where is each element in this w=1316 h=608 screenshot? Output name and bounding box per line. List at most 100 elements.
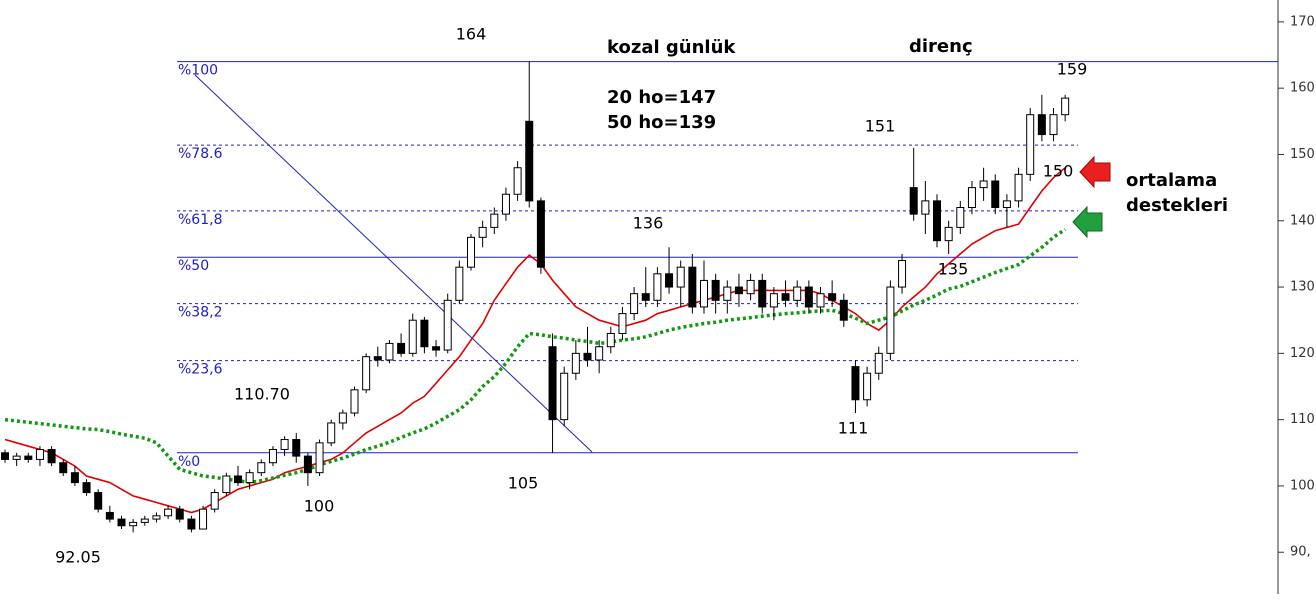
candle-body (536, 200, 545, 268)
candle-body (886, 286, 895, 354)
candle-body (47, 448, 56, 464)
candles (1, 61, 1070, 533)
candle-body (781, 293, 790, 301)
annotation: ortalama (1126, 170, 1217, 191)
annotation: 105 (508, 474, 539, 493)
candle-body (1002, 200, 1011, 209)
annotation: 150 (1043, 162, 1074, 181)
candle-body (338, 412, 347, 424)
candle-body (991, 180, 1000, 209)
candle-body (688, 266, 697, 308)
candle-body (385, 342, 394, 361)
candle-body (630, 293, 639, 315)
candle-body (560, 372, 569, 421)
candle-body (1014, 173, 1023, 202)
moving-average (4, 167, 1066, 514)
candle-body (117, 518, 126, 527)
candle-body (164, 508, 173, 517)
annotation: 100 (304, 497, 335, 516)
candle-body (583, 352, 592, 361)
annotation: 159 (1057, 60, 1088, 79)
candle-body (175, 508, 184, 520)
candle-body (1061, 97, 1070, 116)
green-arrow (1072, 205, 1103, 239)
candle-body (933, 200, 941, 242)
y-tick-label: 120, (1290, 346, 1316, 361)
candle-body (478, 226, 487, 238)
candle-body (723, 286, 732, 301)
candle-body (525, 120, 534, 202)
candle-body (257, 462, 266, 474)
candle-body (210, 492, 219, 510)
y-tick-label: 100, (1290, 478, 1316, 493)
candle-body (1026, 114, 1035, 175)
candle-body (501, 193, 510, 215)
candle-body (362, 356, 371, 391)
candle-body (769, 293, 778, 308)
candle-body (665, 273, 674, 288)
trend-line (194, 74, 593, 453)
fib-label: %38,2 (178, 305, 222, 321)
candle-body (397, 342, 406, 354)
candle-body (979, 180, 988, 189)
candle-body (944, 226, 953, 242)
candle-body (303, 455, 312, 474)
candle-body (373, 356, 382, 361)
candle-body (711, 279, 720, 301)
annotation: 50 ho=139 (607, 112, 716, 133)
candle-body (921, 200, 930, 215)
candle-body (443, 299, 452, 351)
candle-body (455, 266, 464, 301)
candle-body (140, 518, 149, 523)
y-tick-label: 90, (1290, 545, 1311, 560)
moving-averages (4, 167, 1067, 514)
candle-body (24, 455, 33, 460)
y-tick-label: 160, (1290, 81, 1316, 96)
annotation: kozal günlük (607, 37, 736, 58)
y-tick-label: 140, (1290, 213, 1316, 228)
candle-body (571, 352, 580, 374)
annotation: 136 (633, 214, 664, 233)
annotation: 164 (456, 25, 487, 44)
candle-body (874, 352, 883, 374)
candle-body (222, 475, 231, 494)
candle-body (408, 319, 417, 354)
candle-body (152, 515, 161, 520)
candle-body (199, 508, 208, 530)
candle-body (1049, 114, 1058, 136)
candle-body (804, 286, 813, 308)
fib-label: %100 (178, 63, 218, 79)
candle-body (490, 213, 499, 228)
candle-body (898, 260, 907, 288)
candle-body (618, 313, 627, 334)
moving-average (4, 227, 1067, 485)
y-tick-label: 130, (1290, 280, 1316, 295)
annotation: 20 ho=147 (607, 87, 716, 108)
candle-body (851, 366, 860, 401)
annotation: 151 (865, 117, 896, 136)
y-tick-label: 110, (1290, 412, 1316, 427)
candle-body (1037, 114, 1046, 136)
candle-body (129, 521, 138, 527)
candle-body (863, 372, 872, 401)
fib-label: %78.6 (178, 146, 223, 162)
annotation: 111 (838, 419, 869, 438)
candle-body (548, 346, 557, 421)
candle-body (350, 389, 359, 414)
annotation: 92.05 (55, 548, 101, 567)
fib-label: %0 (178, 454, 200, 470)
candle-body (467, 236, 475, 268)
y-tick-label: 170, (1290, 14, 1316, 29)
annotation: destekleri (1126, 195, 1228, 216)
candle-body (35, 448, 44, 460)
candle-body (828, 293, 837, 301)
candle-body (12, 455, 21, 460)
axis-ticks: 90, 100, 110, 120, 130, 140, 150, 160, 170, (1278, 14, 1316, 560)
fib-label: %61,8 (178, 212, 222, 228)
candle-body (59, 462, 68, 474)
annotation: 135 (938, 260, 969, 279)
candle-body (793, 286, 802, 301)
candle-body (956, 207, 965, 228)
